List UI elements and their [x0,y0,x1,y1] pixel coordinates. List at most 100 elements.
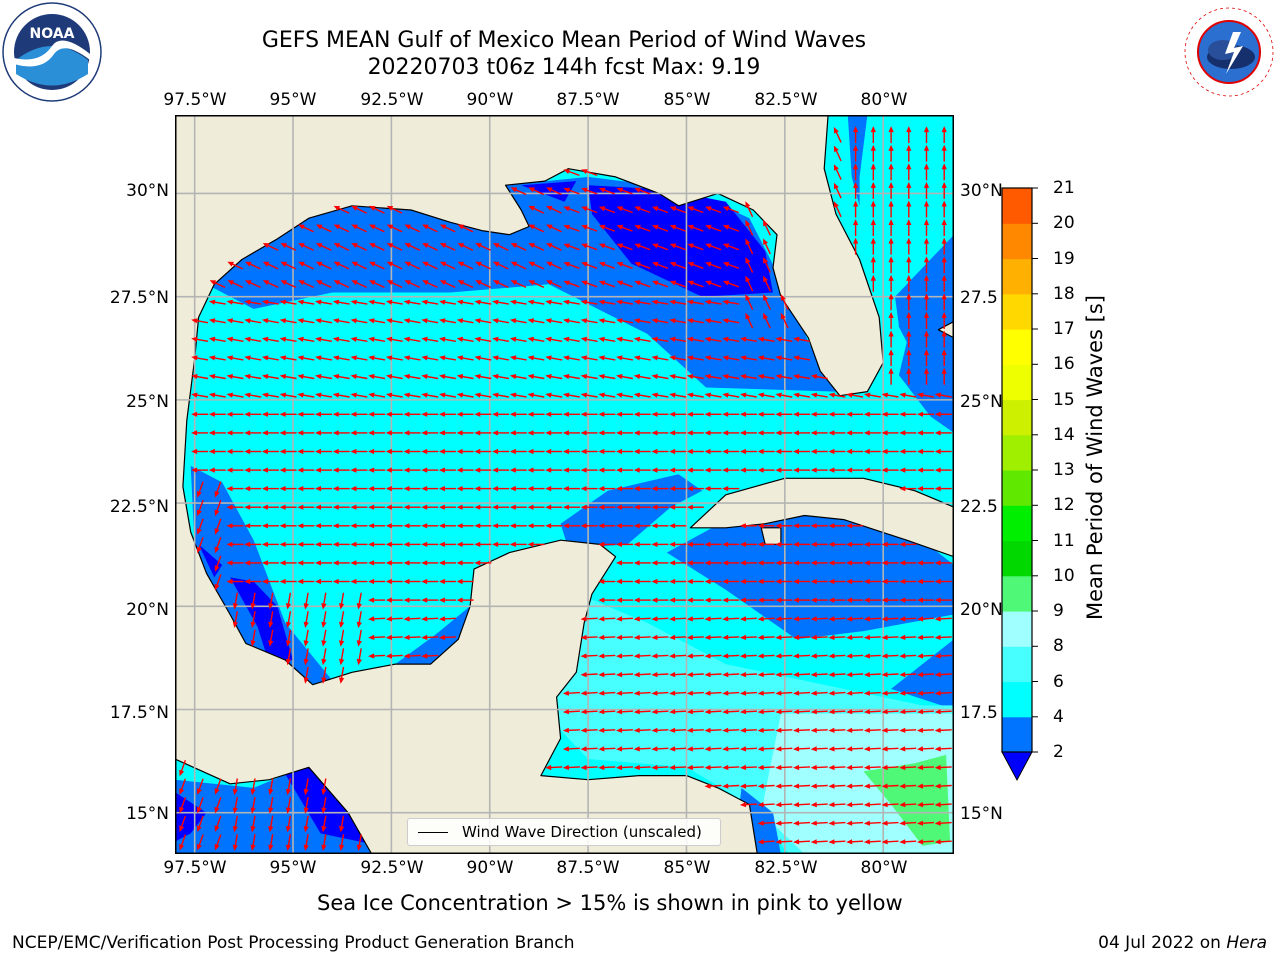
wave-arrowhead [492,299,499,305]
wave-arrowhead [350,578,357,585]
wave-arrowhead [669,560,676,566]
wave-arrowhead [315,541,321,547]
wave-arrowhead [780,294,786,301]
wave-arrowhead [917,392,924,398]
wave-arrowhead [906,200,912,207]
wave-arrowhead [350,318,357,324]
wave-arrowhead [261,411,268,417]
wave-arrowhead [899,690,906,696]
wave-arrowhead [598,653,605,659]
wave-arrowhead [704,653,711,659]
wave-arrowhead [439,243,447,248]
wave-arrowhead [669,355,676,361]
wave-arrowhead [739,783,747,789]
wave-arrowhead [704,430,711,436]
wave-arrowhead [616,467,622,473]
wave-arrowhead [226,578,233,585]
wave-arrowhead [545,318,552,324]
wave-arrowhead [261,523,268,529]
wave-arrowhead [934,802,941,808]
wave-arrowhead [315,261,323,267]
wave-arrowhead [633,764,640,771]
wave-arrowhead [775,392,782,398]
wave-arrowhead [456,299,464,305]
wave-arrowhead [740,374,747,380]
wave-arrowhead [580,430,587,436]
wave-arrowhead [923,181,930,188]
nws-logo [1179,2,1279,102]
wave-arrowhead [810,653,817,659]
wave-arrowhead [250,844,256,851]
wave-arrowhead [651,560,658,566]
wave-arrowhead [232,621,238,628]
wave-arrowhead [793,839,800,845]
wave-arrowhead [704,318,711,324]
wave-arrowhead [509,504,516,510]
wave-arrowhead [923,256,930,263]
colorbar-segment [1002,434,1032,471]
wave-arrowhead [810,467,817,473]
wave-arrowhead [828,560,835,566]
wave-arrowhead [421,560,428,566]
wave-arrowhead [262,355,269,361]
colorbar-tick-label: 12 [1053,495,1075,516]
wave-arrowhead [563,355,570,361]
wave-arrowhead [828,541,835,547]
wave-arrowhead [385,653,392,659]
wave-arrowhead [616,262,624,267]
wave-arrowhead [863,783,870,789]
wave-arrowhead [262,318,269,324]
wave-arrowhead [828,783,835,789]
wave-arrowhead [261,541,268,547]
wave-arrowhead [563,187,570,193]
wave-arrowhead [846,746,853,752]
wave-arrowhead [633,411,640,417]
wave-arrowhead [315,523,321,529]
wave-arrowhead [298,280,305,286]
wave-arrowhead [906,163,912,170]
wave-arrowhead [333,261,341,267]
colorbar-tick-label: 8 [1053,636,1064,657]
wave-arrowhead [651,746,658,752]
wave-arrowhead [846,802,853,808]
wave-arrowhead [888,293,894,300]
wave-arrowhead [509,374,517,380]
wave-arrowhead [315,560,321,566]
wave-arrowhead [704,486,711,492]
wave-arrowhead [888,311,894,318]
wave-arrowhead [810,392,818,398]
wave-arrowhead [386,374,393,380]
wave-arrowhead [810,448,817,455]
wave-arrowhead [562,690,569,696]
wave-arrowhead [917,467,923,473]
wave-arrowhead [739,727,747,733]
wave-arrowhead [403,653,410,659]
wave-arrowhead [934,653,941,659]
wave-arrowhead [474,467,481,473]
wave-arrowhead [386,392,393,398]
lon-label-bottom: 97.5°W [163,858,227,878]
wave-arrowhead [598,374,605,380]
wave-arrowhead [739,653,747,659]
wave-arrowhead [651,672,658,678]
wave-arrowhead [722,299,729,305]
wave-arrowhead [704,467,711,473]
wave-arrowhead [321,844,327,851]
wave-arrowhead [226,486,233,492]
wave-arrowhead [616,672,623,678]
wave-arrowhead [262,392,269,398]
wave-arrowhead [226,504,233,510]
wave-arrowhead [191,411,198,417]
wave-arrowhead [421,411,428,417]
wave-arrowhead [906,349,912,356]
wave-arrowhead [828,578,835,585]
wave-arrowhead [474,486,481,492]
colorbar-tick-label: 2 [1053,742,1064,762]
wave-arrowhead [757,764,764,771]
wave-arrowhead [474,541,481,547]
wave-arrowhead [285,807,291,814]
wave-arrowhead [934,839,941,845]
wave-arrowhead [888,126,894,133]
wave-arrowhead [403,616,410,622]
wave-arrowhead [261,486,268,492]
